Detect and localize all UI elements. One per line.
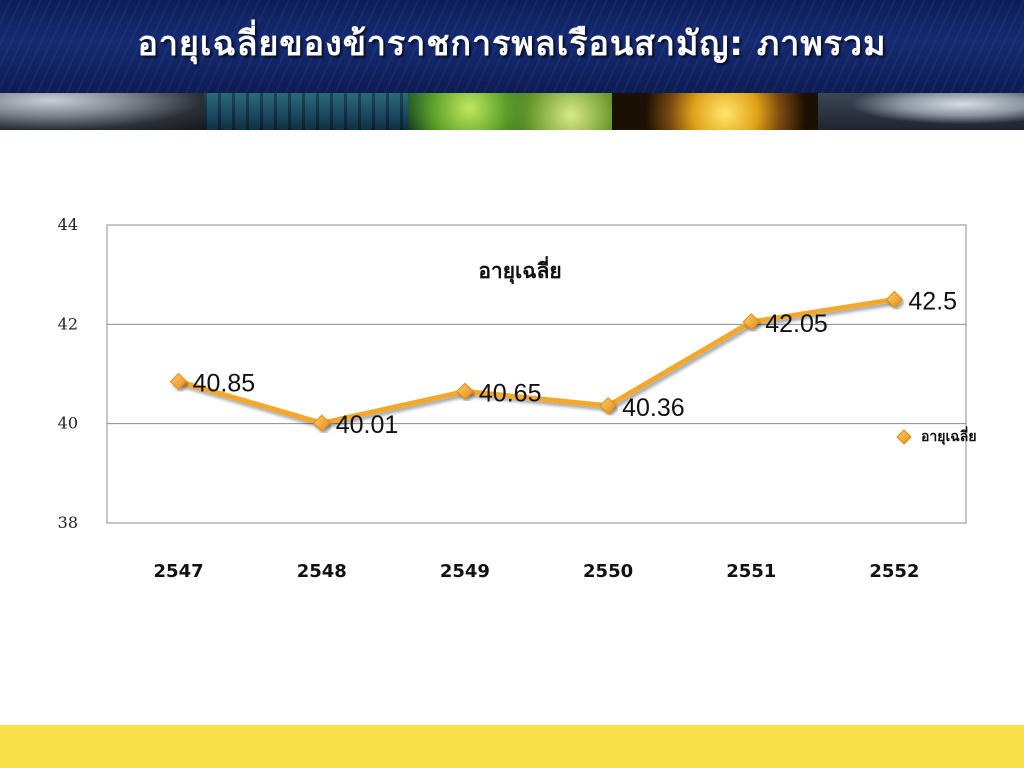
y-tick-label: 42 bbox=[58, 314, 78, 333]
x-axis-ticks: 2547 2548 2549 2550 2551 2552 bbox=[154, 561, 920, 582]
chart-title: อายุเฉลี่ย bbox=[478, 255, 561, 285]
data-labels: 40.85 40.01 40.65 40.36 42.05 42.5 bbox=[193, 288, 958, 440]
x-tick-label: 2550 bbox=[583, 561, 633, 582]
data-point-marker bbox=[742, 313, 760, 331]
x-tick-label: 2547 bbox=[154, 561, 204, 582]
y-tick-label: 38 bbox=[58, 513, 78, 532]
y-tick-label: 40 bbox=[58, 414, 78, 433]
series-line bbox=[177, 297, 895, 426]
data-label: 42.5 bbox=[908, 288, 957, 316]
page-title: อายุเฉลี่ยของข้าราชการพลเรือนสามัญ: ภาพร… bbox=[137, 24, 887, 64]
header-photo-strip bbox=[0, 93, 1024, 130]
lab-equipment-photo bbox=[408, 93, 612, 130]
y-tick-label: 44 bbox=[58, 215, 78, 234]
data-label: 40.36 bbox=[622, 394, 685, 422]
data-label: 42.05 bbox=[765, 310, 828, 338]
series-average-age bbox=[169, 290, 904, 432]
data-label: 40.65 bbox=[479, 379, 542, 407]
data-point-marker bbox=[169, 372, 188, 391]
x-tick-label: 2552 bbox=[869, 561, 919, 582]
x-tick-label: 2549 bbox=[440, 561, 490, 582]
keyboard-typing-photo bbox=[818, 93, 1024, 130]
data-label: 40.85 bbox=[193, 369, 256, 397]
plot-area bbox=[106, 224, 967, 524]
legend-diamond-marker bbox=[896, 429, 912, 445]
title-banner: อายุเฉลี่ยของข้าราชการพลเรือนสามัญ: ภาพร… bbox=[0, 0, 1024, 93]
gridlines bbox=[107, 323, 966, 425]
data-point-marker bbox=[456, 382, 474, 401]
data-point-marker bbox=[885, 290, 904, 309]
circuit-board-photo bbox=[204, 93, 408, 130]
data-point-marker bbox=[599, 397, 617, 415]
microscope-photo bbox=[0, 93, 204, 130]
x-tick-label: 2551 bbox=[726, 561, 776, 582]
legend: อายุเฉลี่ย bbox=[889, 426, 977, 445]
x-tick-label: 2548 bbox=[297, 561, 347, 582]
legend-label: อายุเฉลี่ย bbox=[921, 426, 977, 445]
data-point-marker bbox=[313, 414, 331, 432]
mechanical-parts-photo bbox=[612, 93, 818, 130]
y-axis-ticks: 38 40 42 44 bbox=[58, 215, 78, 532]
data-label: 40.01 bbox=[336, 411, 399, 439]
footer-bar bbox=[0, 725, 1024, 768]
